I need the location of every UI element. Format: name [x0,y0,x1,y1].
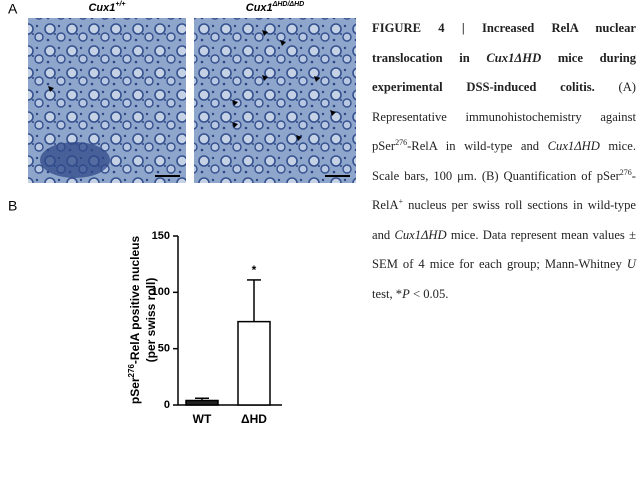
x-tick-label: ΔHD [241,412,267,426]
caption-text: < 0.05. [409,286,449,301]
y-tick-label: 0 [164,399,170,411]
x-tick-label: WT [193,412,212,426]
caption-text: -RelA in wild-type and [407,139,548,153]
y-label-part: -RelA positive nucleus [128,236,142,365]
caption-text: 276 [619,167,632,177]
caption-text: test, * [372,286,403,301]
y-tick-label: 50 [158,343,170,355]
y-axis-label: (per swiss roll) [144,278,158,363]
y-label-sup: 276 [127,364,136,378]
caption-text: 276 [395,137,408,147]
micrograph [194,18,356,183]
y-axis-label: pSer276-RelA positive nucleus [127,236,142,405]
caption-text: Cux1ΔHD [394,227,447,242]
caption-text: Cux1ΔHD [486,50,542,65]
significance-label: * [252,263,257,277]
caption-text: -RelA [372,168,636,213]
caption-text: FIGURE 4 | Increased RelA nuclear transl… [372,21,636,65]
title: Cux1 [246,2,273,14]
caption-text: nucleus per swiss roll sections in wild-… [372,198,636,242]
caption-text: Cux1ΔHD [547,139,600,153]
caption-text: mice during experimental DSS-induced col… [372,50,636,95]
title-sup: +/+ [115,1,125,8]
panel-label: A [8,1,18,17]
caption-text: (A) Representative immunohistochemistry … [372,80,636,153]
caption-text: U [626,257,636,271]
image-title: Cux1ΔHD/ΔHD [246,1,304,14]
caption: FIGURE 4 | Increased RelA nuclear transl… [372,14,636,309]
caption-text: + [398,196,404,206]
bar [185,399,219,406]
caption-text: mice. Scale bars, 100 μm. (B) Quantifica… [372,139,636,183]
caption-text: mice. Data represent mean values ± SEM o… [372,227,636,272]
image-title: Cux1+/+ [88,1,125,14]
caption-text: P [402,286,410,301]
y-tick-label: 100 [152,286,170,298]
title-sup: ΔHD/ΔHD [272,1,305,8]
arrowheads [48,30,336,141]
tissue-region [40,142,110,178]
bar [237,320,271,406]
y-label-part: pSer [128,377,142,404]
y-tick-label: 150 [152,230,170,242]
title: Cux1 [88,2,115,14]
panel-label: B [8,198,17,214]
